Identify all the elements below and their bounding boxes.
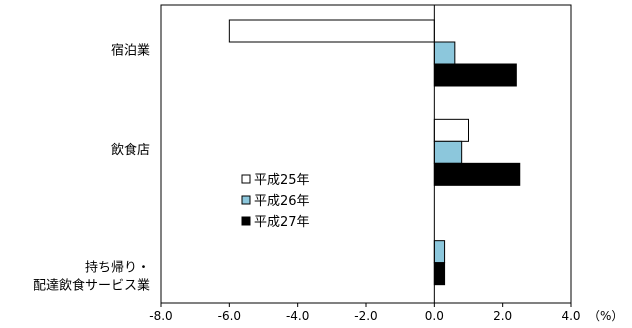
bar-0-2 [433, 63, 517, 87]
legend-label: 平成25年 [254, 173, 310, 188]
x-tick-label: -2.0 [354, 309, 377, 323]
legend-label: 平成26年 [254, 194, 310, 209]
category-label: 飲食店 [111, 142, 150, 158]
x-tick-label: 2.0 [493, 309, 512, 323]
bar-1-1 [433, 140, 463, 164]
x-axis-unit: （%） [588, 309, 623, 323]
bar-0-1 [433, 41, 456, 65]
legend-swatch [241, 174, 251, 184]
x-tick-label: -4.0 [286, 309, 309, 323]
x-tick-label: 4.0 [561, 309, 580, 323]
legend-label: 平成27年 [254, 215, 310, 230]
category-label: 配達飲食サービス業 [33, 277, 150, 293]
bar-2-2 [433, 262, 446, 286]
category-label: 持ち帰り・ [85, 259, 150, 275]
x-tick-label: -8.0 [149, 309, 172, 323]
bar-0-0 [228, 19, 435, 43]
legend-swatch [241, 216, 251, 226]
bar-2-1 [433, 240, 446, 264]
x-tick-label: 0.0 [425, 309, 444, 323]
plot-frame [160, 4, 572, 304]
x-tick-label: -6.0 [218, 309, 241, 323]
legend-swatch [241, 195, 251, 205]
bar-1-0 [433, 118, 470, 142]
bar-1-2 [433, 162, 521, 186]
category-label: 宿泊業 [111, 43, 150, 59]
